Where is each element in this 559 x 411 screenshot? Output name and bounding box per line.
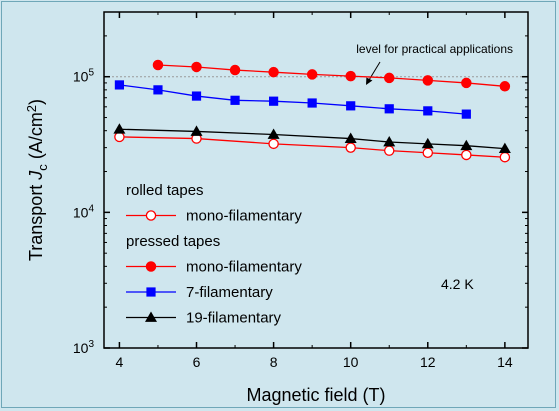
series-1-point [152,59,164,71]
y-tick-label: 103 [73,339,95,356]
x-tick-label: 10 [343,354,359,370]
series-2-point [114,80,125,90]
series-3-point [267,128,280,139]
series-1-point [229,64,241,76]
series-3-point [344,132,357,143]
series-2-point [153,85,163,95]
series-1-point [268,66,279,78]
series-1 [152,59,511,92]
y-tick-label: 105 [73,68,95,85]
series-3-point [113,123,126,134]
series-3-point [190,125,203,136]
legend: rolled tapes mono-filamentary pressed tape… [126,182,302,327]
series-0 [114,131,511,163]
legend-entry-3: 19-filamentary [126,310,282,327]
series-1-point [191,61,202,73]
legend-group-title: pressed tapes [126,233,220,250]
x-tick-label: 14 [497,354,513,370]
legend-marker [146,287,156,297]
series-1-point [383,72,395,84]
series-0-point [422,147,434,159]
plot-area [103,11,529,349]
series-2 [114,80,471,119]
series-0-point [383,145,395,156]
series-0-point [461,149,472,161]
legend-marker [145,261,157,272]
x-tick-label: 12 [420,354,436,370]
series-1-line [157,64,505,87]
legend-entry-0: mono-filamentary [126,208,302,225]
series-1-point [461,77,472,89]
legend-label: 7-filamentary [186,284,273,301]
x-tick-label: 4 [116,354,124,370]
legend-entry-2: 7-filamentary [126,284,273,301]
legend-label: mono-filamentary [186,259,302,276]
series-1-point [499,81,511,92]
legend-marker [145,210,157,221]
x-tick-label: 6 [193,354,201,370]
series-2-point [461,109,471,119]
series-2-point [230,95,240,105]
series-0-point [345,142,356,153]
x-axis-label: Magnetic field (T) [246,385,385,405]
series-2-point [269,96,279,106]
series-2-point [307,98,317,108]
legend-entry-1: mono-filamentary [126,259,302,276]
series-3-point [383,136,396,147]
series-3-point [498,142,511,154]
series-3-line [119,128,505,150]
series-3-point [460,139,473,151]
series-layer [113,59,511,163]
series-0-point [499,151,511,163]
series-0-point [268,138,279,150]
series-3-point [421,137,434,149]
x-tick-label: 8 [270,354,278,370]
series-2-point [191,91,202,101]
legend-marker [145,311,157,322]
y-tick-label: 104 [73,203,95,220]
reference-line-label: level for practical applications [356,42,513,56]
series-0-line [119,136,505,158]
legend-group-title: rolled tapes [126,182,204,199]
series-0-point [114,131,125,143]
annotation-temperature: 4.2 K [441,276,474,292]
reference-arrow-head [366,77,373,85]
legend-label: mono-filamentary [186,208,302,225]
series-2-line [119,84,467,115]
series-2-point [423,106,433,116]
series-1-point [306,69,318,80]
series-2-point [346,101,356,111]
series-1-point [345,70,356,82]
series-1-point [422,75,434,86]
series-2-point [384,104,394,114]
series-3 [113,123,511,154]
tick-layer: 4 6 8 10 12 14 103 104 105 [73,12,528,370]
legend-label: 19-filamentary [186,310,282,327]
y-axis-label: Transport Jc (A/cm2) [24,99,50,261]
